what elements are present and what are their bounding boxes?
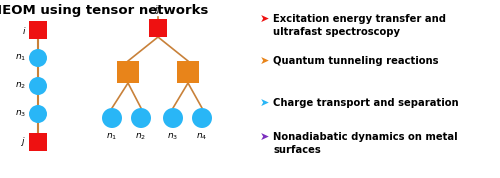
Text: $ij$: $ij$ bbox=[154, 3, 162, 16]
Text: Excitation energy transfer and
ultrafast spectroscopy: Excitation energy transfer and ultrafast… bbox=[273, 14, 446, 37]
Text: $n_1$: $n_1$ bbox=[106, 131, 118, 142]
Text: $n_2$: $n_2$ bbox=[136, 131, 146, 142]
Text: Nonadiabatic dynamics on metal
surfaces: Nonadiabatic dynamics on metal surfaces bbox=[273, 132, 458, 155]
FancyBboxPatch shape bbox=[117, 61, 139, 83]
Circle shape bbox=[29, 105, 47, 123]
Text: HEOM using tensor networks: HEOM using tensor networks bbox=[0, 4, 208, 17]
Circle shape bbox=[29, 77, 47, 95]
Text: Quantum tunneling reactions: Quantum tunneling reactions bbox=[273, 56, 438, 66]
Circle shape bbox=[192, 108, 212, 128]
Text: $n_2$: $n_2$ bbox=[15, 81, 26, 91]
Text: $n_3$: $n_3$ bbox=[15, 109, 26, 119]
Text: Charge transport and separation: Charge transport and separation bbox=[273, 98, 458, 108]
FancyBboxPatch shape bbox=[149, 19, 167, 37]
Text: ➤: ➤ bbox=[260, 132, 270, 142]
Text: $i$: $i$ bbox=[22, 25, 26, 35]
Circle shape bbox=[131, 108, 151, 128]
Circle shape bbox=[102, 108, 122, 128]
FancyBboxPatch shape bbox=[29, 133, 47, 151]
Text: $j$: $j$ bbox=[20, 135, 26, 148]
Text: $n_3$: $n_3$ bbox=[168, 131, 178, 142]
Circle shape bbox=[163, 108, 183, 128]
Circle shape bbox=[29, 49, 47, 67]
Text: $n_1$: $n_1$ bbox=[15, 53, 26, 63]
Text: ➤: ➤ bbox=[260, 98, 270, 108]
Text: ➤: ➤ bbox=[260, 14, 270, 24]
FancyBboxPatch shape bbox=[177, 61, 199, 83]
Text: $n_4$: $n_4$ bbox=[196, 131, 207, 142]
FancyBboxPatch shape bbox=[29, 21, 47, 39]
Text: ➤: ➤ bbox=[260, 56, 270, 66]
